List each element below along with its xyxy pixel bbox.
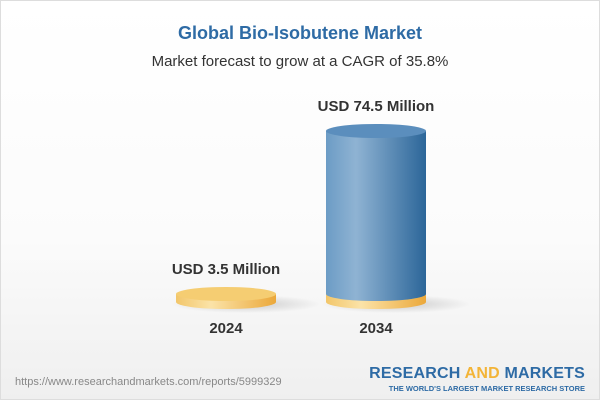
- category-label: 2034: [359, 320, 393, 337]
- bar-cylinder: [326, 131, 426, 301]
- chart-area: USD 3.5 Million 2024 USD 74.5 Million 2034: [171, 98, 471, 337]
- logo-text-markets: MARKETS: [499, 365, 585, 382]
- logo-text: RESEARCH: [369, 365, 465, 382]
- logo-text-and: AND: [464, 365, 500, 382]
- chart-subtitle: Market forecast to grow at a CAGR of 35.…: [151, 53, 449, 70]
- chart-title: Global Bio-Isobutene Market: [177, 23, 423, 43]
- logo-tagline: THE WORLD'S LARGEST MARKET RESEARCH STOR…: [388, 384, 585, 393]
- data-label: USD 74.5 Million: [318, 98, 435, 115]
- category-label: 2024: [209, 320, 243, 337]
- bar-cylinder-top: [326, 124, 426, 138]
- bar-base-top: [176, 287, 276, 301]
- research-and-markets-logo: RESEARCH AND MARKETS THE WORLD'S LARGEST…: [369, 365, 585, 393]
- data-label: USD 3.5 Million: [172, 261, 280, 278]
- source-url[interactable]: https://www.researchandmarkets.com/repor…: [15, 376, 282, 388]
